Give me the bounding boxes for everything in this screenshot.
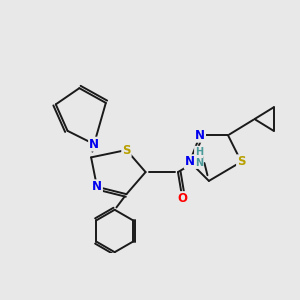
Text: N: N xyxy=(185,155,195,168)
Text: H
N: H N xyxy=(195,147,203,168)
Text: S: S xyxy=(237,155,245,168)
Text: S: S xyxy=(122,143,131,157)
Text: N: N xyxy=(195,129,205,142)
Text: O: O xyxy=(177,192,188,205)
Text: N: N xyxy=(92,180,102,193)
Text: N: N xyxy=(89,138,99,151)
